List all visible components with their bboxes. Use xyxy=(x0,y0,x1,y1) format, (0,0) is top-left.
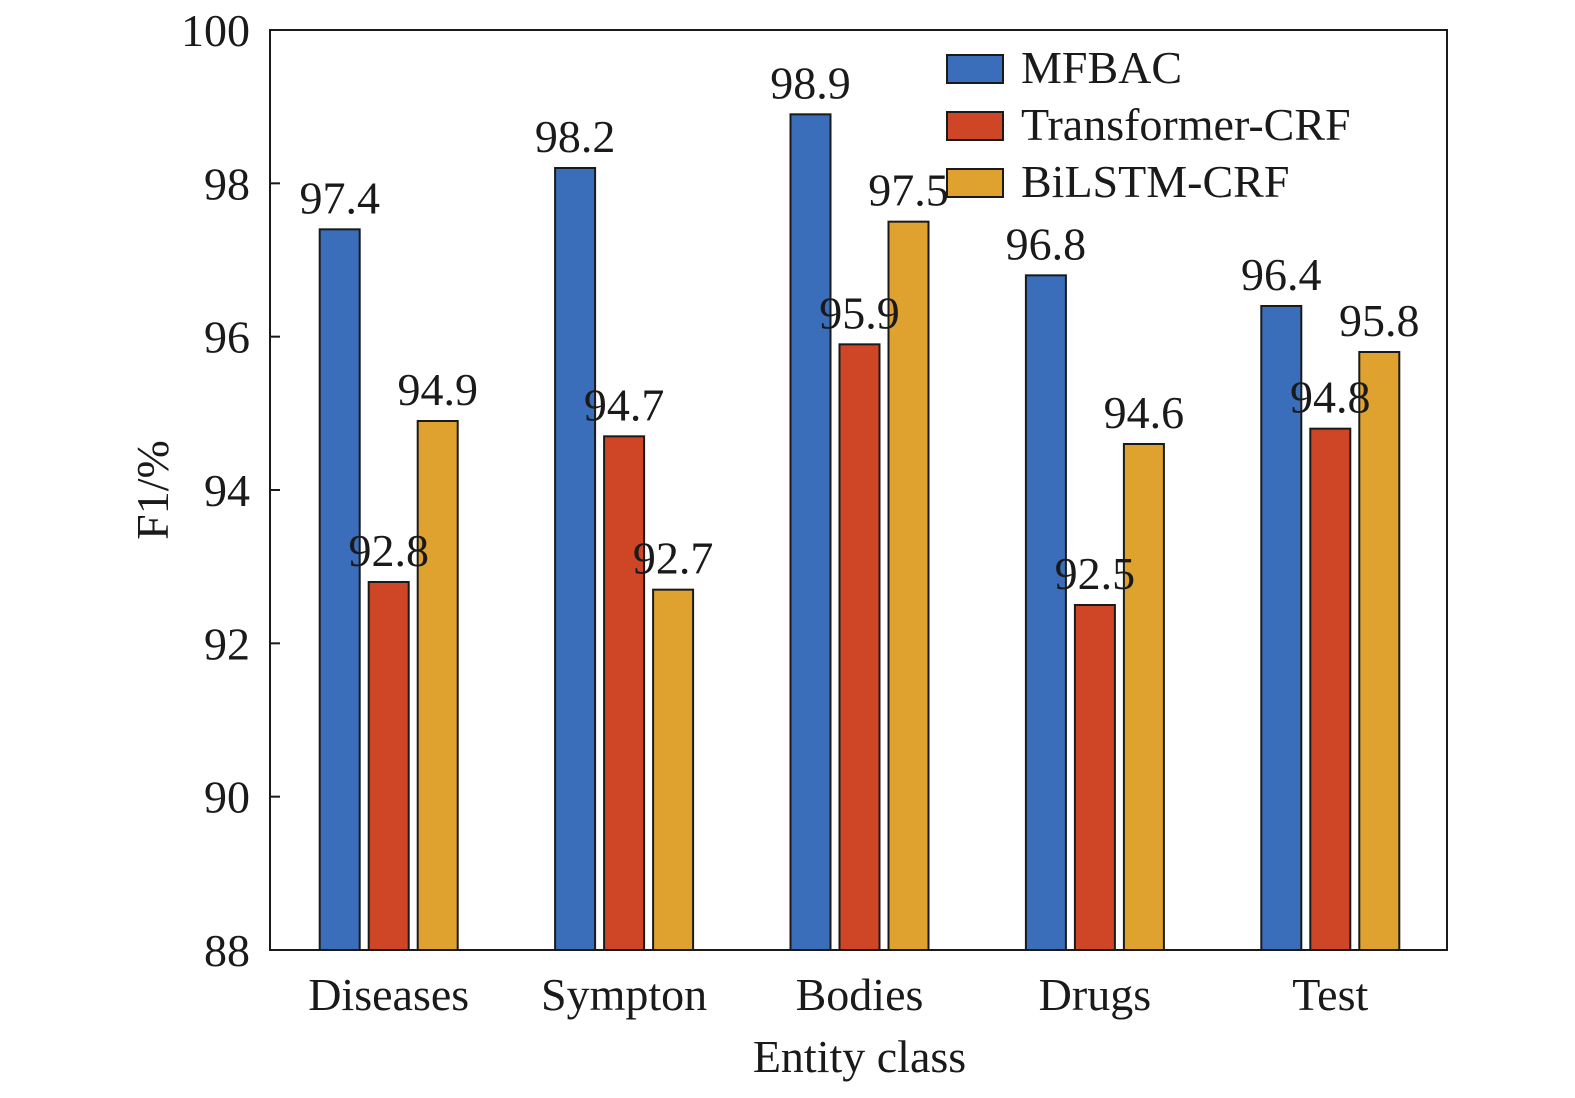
data-label: 95.9 xyxy=(819,287,900,338)
legend: MFBAC Transformer-CRF BiLSTM-CRF xyxy=(946,42,1351,207)
data-label: 98.2 xyxy=(535,111,616,162)
data-label: 96.8 xyxy=(1006,218,1087,269)
x-category-label: Diseases xyxy=(308,969,469,1020)
legend-swatch xyxy=(946,54,1004,84)
data-label: 92.8 xyxy=(348,525,429,576)
y-tick-label: 98 xyxy=(204,158,250,209)
bar-transformer-crf-diseases xyxy=(367,581,410,951)
bar-bilstm-crf-test xyxy=(1358,351,1401,951)
data-label: 98.9 xyxy=(770,57,851,108)
data-label: 97.4 xyxy=(299,172,380,223)
bar-mfbac-test xyxy=(1260,305,1303,951)
legend-label: MFBAC xyxy=(1021,42,1182,93)
bars-layer xyxy=(318,113,1401,952)
y-tick-label: 88 xyxy=(204,925,250,976)
x-category-label: Drugs xyxy=(1039,969,1151,1020)
bar-mfbac-drugs xyxy=(1024,274,1067,952)
x-axis-title: Entity class xyxy=(753,1031,966,1082)
bar-mfbac-diseases xyxy=(318,228,361,952)
bar-mfbac-bodies xyxy=(789,113,832,952)
bar-bilstm-crf-sympton xyxy=(652,588,695,952)
bar-transformer-crf-bodies xyxy=(838,343,881,952)
data-label: 94.9 xyxy=(397,364,478,415)
x-category-label: Sympton xyxy=(541,969,707,1020)
legend-swatch xyxy=(946,168,1004,198)
bar-bilstm-crf-diseases xyxy=(416,420,459,951)
bar-bilstm-crf-bodies xyxy=(887,220,930,951)
y-tick-label: 96 xyxy=(204,312,250,363)
data-labels-layer: 97.4 92.8 94.9 98.2 94.7 92.7 98.9 95.9 97.5 96.8… xyxy=(299,57,1419,599)
data-label: 92.7 xyxy=(633,533,714,584)
data-label: 95.8 xyxy=(1339,295,1420,346)
y-tick-label: 90 xyxy=(204,772,250,823)
y-tick-label: 100 xyxy=(181,5,250,56)
bar-transformer-crf-test xyxy=(1309,427,1352,951)
legend-label: BiLSTM-CRF xyxy=(1021,156,1289,207)
legend-swatch xyxy=(946,111,1004,141)
y-axis-ticks: 88 90 92 94 96 98 100 xyxy=(181,5,280,976)
bar-transformer-crf-drugs xyxy=(1073,604,1116,951)
x-axis-categories: Diseases Sympton Bodies Drugs Test xyxy=(308,969,1368,1020)
y-tick-label: 94 xyxy=(204,465,250,516)
data-label: 97.5 xyxy=(868,165,949,216)
bar-transformer-crf-sympton xyxy=(603,435,646,952)
data-label: 94.7 xyxy=(584,379,665,430)
data-label: 96.4 xyxy=(1241,249,1322,300)
data-label: 92.5 xyxy=(1055,548,1136,599)
x-category-label: Test xyxy=(1292,969,1368,1020)
x-category-label: Bodies xyxy=(796,969,924,1020)
data-label: 94.6 xyxy=(1104,387,1185,438)
legend-label: Transformer-CRF xyxy=(1021,99,1351,150)
bar-mfbac-sympton xyxy=(554,167,597,951)
y-axis-title: F1/% xyxy=(127,440,178,540)
y-tick-label: 92 xyxy=(204,618,250,669)
data-label: 94.8 xyxy=(1290,372,1371,423)
bar-bilstm-crf-drugs xyxy=(1122,443,1165,951)
